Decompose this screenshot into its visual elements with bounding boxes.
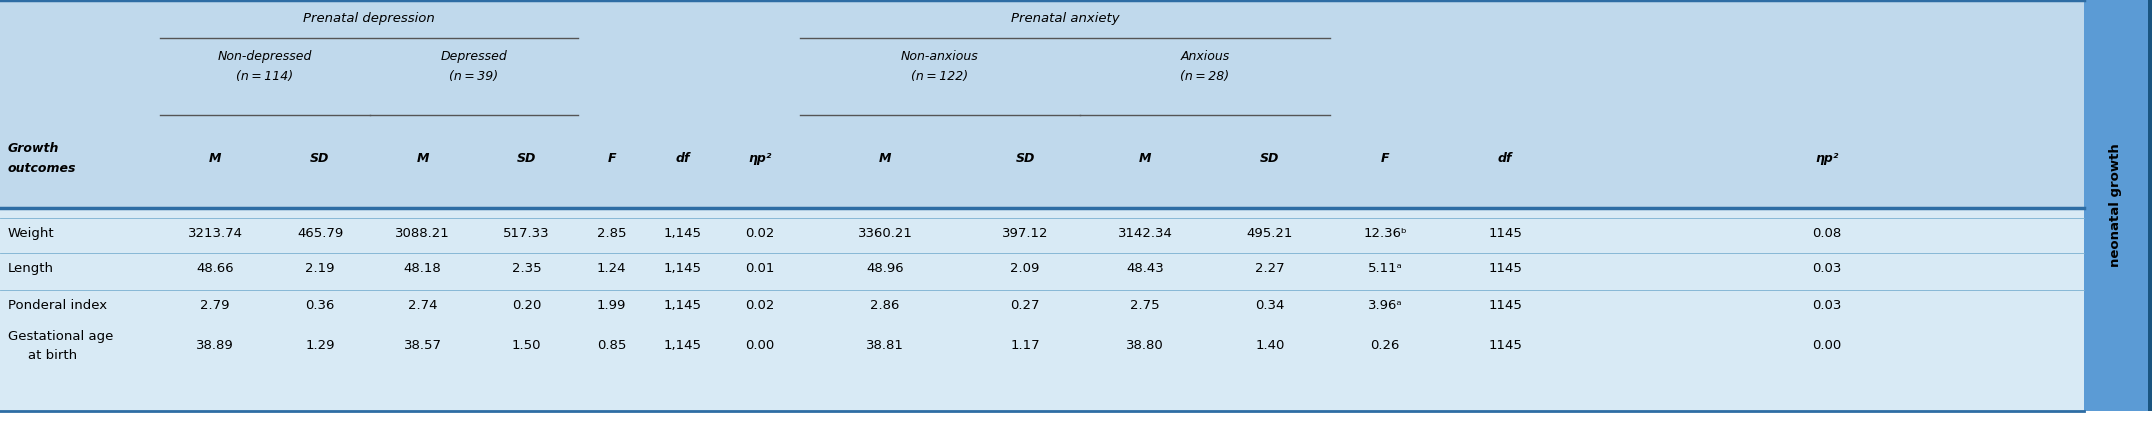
Text: ηp²: ηp² (1816, 151, 1838, 165)
Text: SD: SD (310, 151, 329, 165)
Text: 38.89: 38.89 (196, 338, 235, 352)
Text: 3142.34: 3142.34 (1117, 226, 1173, 239)
Text: 48.18: 48.18 (405, 261, 441, 275)
Text: 0.02: 0.02 (745, 226, 775, 239)
Text: 397.12: 397.12 (1001, 226, 1048, 239)
Text: Gestational age: Gestational age (9, 330, 114, 343)
Text: 465.79: 465.79 (297, 226, 342, 239)
Text: 0.01: 0.01 (745, 261, 775, 275)
Text: 2.35: 2.35 (512, 261, 542, 275)
Text: F: F (1382, 151, 1390, 165)
Text: 517.33: 517.33 (504, 226, 549, 239)
Text: Ponderal index: Ponderal index (9, 299, 108, 311)
Text: Anxious: Anxious (1181, 49, 1229, 63)
Text: Non-depressed: Non-depressed (217, 49, 312, 63)
Text: 48.66: 48.66 (196, 261, 235, 275)
Text: 2.85: 2.85 (596, 226, 626, 239)
Text: 1.50: 1.50 (512, 338, 542, 352)
Bar (0, 0, 2083, 208)
Text: 3.96ᵃ: 3.96ᵃ (1369, 299, 1403, 311)
Text: 1.24: 1.24 (596, 261, 626, 275)
Text: 1145: 1145 (1487, 261, 1521, 275)
Text: df: df (676, 151, 691, 165)
Text: 3088.21: 3088.21 (396, 226, 450, 239)
Text: Prenatal depression: Prenatal depression (303, 11, 435, 25)
Text: 0.03: 0.03 (1812, 261, 1842, 275)
Text: outcomes: outcomes (9, 162, 77, 175)
Text: neonatal growth: neonatal growth (2109, 144, 2122, 267)
Text: Non-anxious: Non-anxious (902, 49, 979, 63)
Text: 2.09: 2.09 (1009, 261, 1039, 275)
Text: 0.03: 0.03 (1812, 299, 1842, 311)
Text: ηp²: ηp² (749, 151, 773, 165)
Text: 1.29: 1.29 (306, 338, 336, 352)
Bar (0, 208, 2083, 411)
Text: 2.27: 2.27 (1255, 261, 1285, 275)
Text: 1,145: 1,145 (663, 299, 702, 311)
Text: 2.79: 2.79 (200, 299, 230, 311)
Text: M: M (415, 151, 428, 165)
Text: 1.40: 1.40 (1255, 338, 1285, 352)
Text: M: M (1138, 151, 1151, 165)
Text: Prenatal anxiety: Prenatal anxiety (1011, 11, 1119, 25)
Text: 2.86: 2.86 (869, 299, 900, 311)
Text: 0.00: 0.00 (745, 338, 775, 352)
Text: 3213.74: 3213.74 (187, 226, 243, 239)
Text: at birth: at birth (28, 349, 77, 362)
Text: F: F (607, 151, 615, 165)
Text: 1,145: 1,145 (663, 261, 702, 275)
Text: (n = 114): (n = 114) (237, 69, 293, 82)
Text: 1145: 1145 (1487, 226, 1521, 239)
Text: Weight: Weight (9, 226, 54, 239)
Text: 0.00: 0.00 (1812, 338, 1842, 352)
Text: 0.20: 0.20 (512, 299, 540, 311)
Text: 0.85: 0.85 (596, 338, 626, 352)
Text: 0.34: 0.34 (1255, 299, 1285, 311)
Bar (2083, 0, 2148, 411)
Text: 1,145: 1,145 (663, 338, 702, 352)
Text: 495.21: 495.21 (1246, 226, 1293, 239)
Text: 2.19: 2.19 (306, 261, 336, 275)
Text: 2.74: 2.74 (407, 299, 437, 311)
Text: df: df (1498, 151, 1513, 165)
Text: Length: Length (9, 261, 54, 275)
Text: 48.43: 48.43 (1125, 261, 1164, 275)
Text: 0.02: 0.02 (745, 299, 775, 311)
Text: Growth: Growth (9, 142, 60, 154)
Text: SD: SD (516, 151, 536, 165)
Text: 0.26: 0.26 (1371, 338, 1399, 352)
Text: (n = 39): (n = 39) (450, 69, 499, 82)
Text: 2.75: 2.75 (1130, 299, 1160, 311)
Text: M: M (878, 151, 891, 165)
Text: 38.57: 38.57 (405, 338, 441, 352)
Text: 12.36ᵇ: 12.36ᵇ (1362, 226, 1407, 239)
Text: (n = 28): (n = 28) (1181, 69, 1229, 82)
Text: 0.08: 0.08 (1812, 226, 1842, 239)
Text: 1145: 1145 (1487, 338, 1521, 352)
Text: 1,145: 1,145 (663, 226, 702, 239)
Text: SD: SD (1261, 151, 1280, 165)
Text: 1.17: 1.17 (1009, 338, 1039, 352)
Text: M: M (209, 151, 222, 165)
Text: 3360.21: 3360.21 (856, 226, 912, 239)
Text: 38.81: 38.81 (865, 338, 904, 352)
Text: 1145: 1145 (1487, 299, 1521, 311)
Text: 0.36: 0.36 (306, 299, 336, 311)
Text: SD: SD (1016, 151, 1035, 165)
Bar (2148, 0, 2152, 411)
Text: Depressed: Depressed (441, 49, 508, 63)
Text: 1.99: 1.99 (596, 299, 626, 311)
Text: 48.96: 48.96 (867, 261, 904, 275)
Text: (n = 122): (n = 122) (912, 69, 968, 82)
Text: 38.80: 38.80 (1125, 338, 1164, 352)
Text: 0.27: 0.27 (1009, 299, 1039, 311)
Text: 5.11ᵃ: 5.11ᵃ (1367, 261, 1403, 275)
